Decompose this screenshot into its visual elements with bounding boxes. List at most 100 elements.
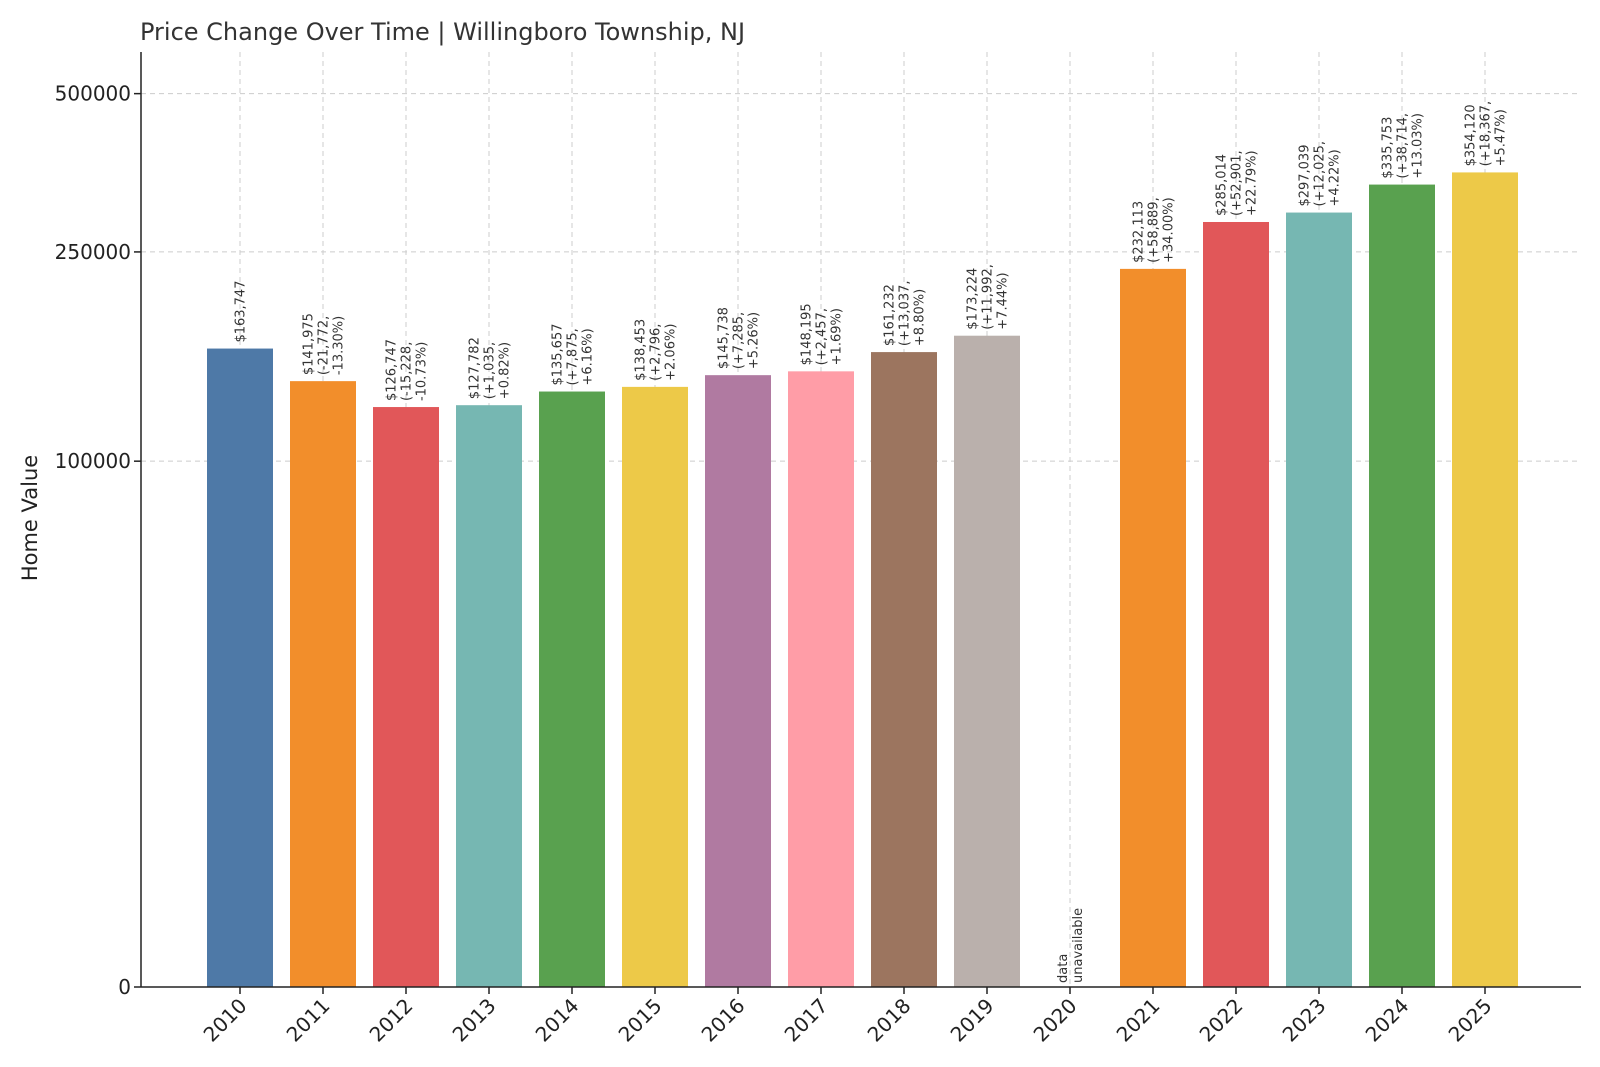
bar-2019	[954, 335, 1020, 987]
x-tick-label: 2025	[1444, 994, 1497, 1047]
data-label-line: $135,657	[551, 324, 566, 386]
x-tick-label: 2016	[697, 994, 750, 1047]
bar-2024	[1369, 184, 1435, 987]
data-label-line: (+11,992,	[981, 264, 996, 330]
x-tick-label: 2022	[1195, 994, 1248, 1047]
data-label-line: $138,453	[634, 319, 649, 381]
data-labels: $163,747 $141,975 (-21,772, -13.30%) $126,74…	[234, 101, 1509, 983]
data-label-line: +13.03%)	[1411, 113, 1426, 179]
data-label-line: (+7,285,	[732, 312, 747, 369]
x-tick-label: 2015	[614, 994, 667, 1047]
bar-2010	[207, 348, 273, 988]
bar-2025	[1452, 172, 1518, 988]
x-tick-label: 2021	[1112, 994, 1165, 1047]
y-tick-label: 100000	[55, 449, 131, 473]
data-label-line: $161,232	[883, 284, 898, 346]
x-tick-label: 2014	[531, 994, 584, 1047]
data-label-line: (+7,875,	[566, 328, 581, 385]
bar-2015	[622, 386, 688, 988]
data-label-line: (+2,457,	[815, 308, 830, 365]
bar-2017	[788, 371, 854, 987]
data-label-2010: $163,747	[234, 281, 249, 343]
data-label-line: +34.00%)	[1162, 197, 1177, 263]
data-label-line: $173,224	[966, 268, 981, 330]
bar-2013	[456, 405, 522, 987]
bar-2021	[1120, 268, 1186, 987]
data-label-2014: $135,657 (+7,875, +6.16%)	[551, 324, 596, 386]
data-label-line: +4.22%)	[1328, 149, 1343, 206]
data-label-line: $354,120	[1464, 104, 1479, 166]
y-axis-label: Home Value	[18, 455, 42, 581]
x-ticks: 2010 2011 2012 2013 2014 2015 2016 2017 2018 2019…	[199, 987, 1497, 1047]
x-tick-label: 2024	[1361, 994, 1414, 1047]
data-label-2022: $285,014 (+52,901, +22.79%)	[1215, 150, 1260, 216]
data-label-line: +22.79%)	[1245, 150, 1260, 216]
bar-2011	[290, 381, 356, 987]
data-label-2013: $127,782 (+1,035, +0.82%)	[468, 337, 513, 399]
y-tick-label: 500000	[55, 82, 131, 106]
x-tick-label: 2010	[199, 994, 252, 1047]
data-label-line: (+18,367,	[1479, 101, 1494, 167]
y-tick-label: 250000	[55, 240, 131, 264]
bar-2016	[705, 375, 771, 987]
data-label-line: $163,747	[234, 281, 249, 343]
bar-2022	[1203, 221, 1269, 988]
y-ticks: 0 100000 250000 500000	[55, 82, 141, 999]
data-label-2012: $126,747 (-15,228, -10.73%)	[385, 339, 430, 401]
data-label-2021: $232,113 (+58,889, +34.00%)	[1132, 197, 1177, 263]
data-label-line: -13.30%)	[332, 316, 347, 375]
x-tick-label: 2020	[1029, 994, 1082, 1047]
data-label-2019: $173,224 (+11,992, +7.44%)	[966, 264, 1011, 330]
data-label-2025: $354,120 (+18,367, +5.47%)	[1464, 101, 1509, 167]
bar-2012	[373, 407, 439, 987]
bar-2014	[539, 391, 605, 988]
data-label-2024: $335,753 (+38,714, +13.03%)	[1381, 113, 1426, 179]
data-label-line: (+1,035,	[483, 342, 498, 399]
axes	[140, 52, 1581, 988]
data-label-2017: $148,195 (+2,457, +1.69%)	[800, 303, 845, 365]
data-label-line: $127,782	[468, 337, 483, 399]
data-unavailable-label: unavailable	[1071, 908, 1086, 983]
x-tick-label: 2011	[282, 994, 335, 1047]
data-label-line: $335,753	[1381, 117, 1396, 179]
data-label-line: $145,738	[717, 307, 732, 369]
data-label-line: $148,195	[800, 303, 815, 365]
data-label-2011: $141,975 (-21,772, -13.30%)	[302, 313, 347, 375]
grid-lines	[141, 52, 1581, 987]
data-label-line: +2.06%)	[664, 324, 679, 381]
data-label-line: $232,113	[1132, 201, 1147, 263]
x-tick-label: 2013	[448, 994, 501, 1047]
data-label-line: (+2,796,	[649, 324, 664, 381]
data-label-line: +6.16%)	[581, 328, 596, 385]
bar-2018	[871, 352, 937, 988]
data-label-line: (+13,037,	[898, 280, 913, 346]
data-label-line: +5.47%)	[1494, 109, 1509, 166]
data-label-line: +0.82%)	[498, 342, 513, 399]
data-label-line: (+12,025,	[1313, 141, 1328, 207]
data-label-2015: $138,453 (+2,796, +2.06%)	[634, 319, 679, 381]
data-unavailable-label: data	[1056, 954, 1071, 983]
x-tick-label: 2019	[946, 994, 999, 1047]
data-label-line: (+52,901,	[1230, 150, 1245, 216]
data-label-line: $285,014	[1215, 154, 1230, 216]
data-label-line: $297,039	[1298, 145, 1313, 207]
data-label-2023: $297,039 (+12,025, +4.22%)	[1298, 141, 1343, 207]
data-label-line: (+38,714,	[1396, 113, 1411, 179]
x-tick-label: 2012	[365, 994, 418, 1047]
y-tick-label: 0	[118, 975, 131, 999]
data-label-line: +1.69%)	[830, 308, 845, 365]
bar-2023	[1286, 212, 1352, 987]
x-tick-label: 2018	[863, 994, 916, 1047]
data-label-line: (-15,228,	[400, 342, 415, 401]
chart-title: Price Change Over Time | Willingboro Tow…	[140, 18, 745, 46]
data-label-line: -10.73%)	[415, 342, 430, 401]
data-label-line: (-21,772,	[317, 316, 332, 375]
data-label-2018: $161,232 (+13,037, +8.80%)	[883, 280, 928, 346]
x-tick-label: 2023	[1278, 994, 1331, 1047]
data-label-line: (+58,889,	[1147, 197, 1162, 263]
data-label-2020: data unavailable	[1056, 908, 1086, 983]
data-label-line: +8.80%)	[913, 289, 928, 346]
data-label-line: $141,975	[302, 313, 317, 375]
x-tick-label: 2017	[780, 994, 833, 1047]
